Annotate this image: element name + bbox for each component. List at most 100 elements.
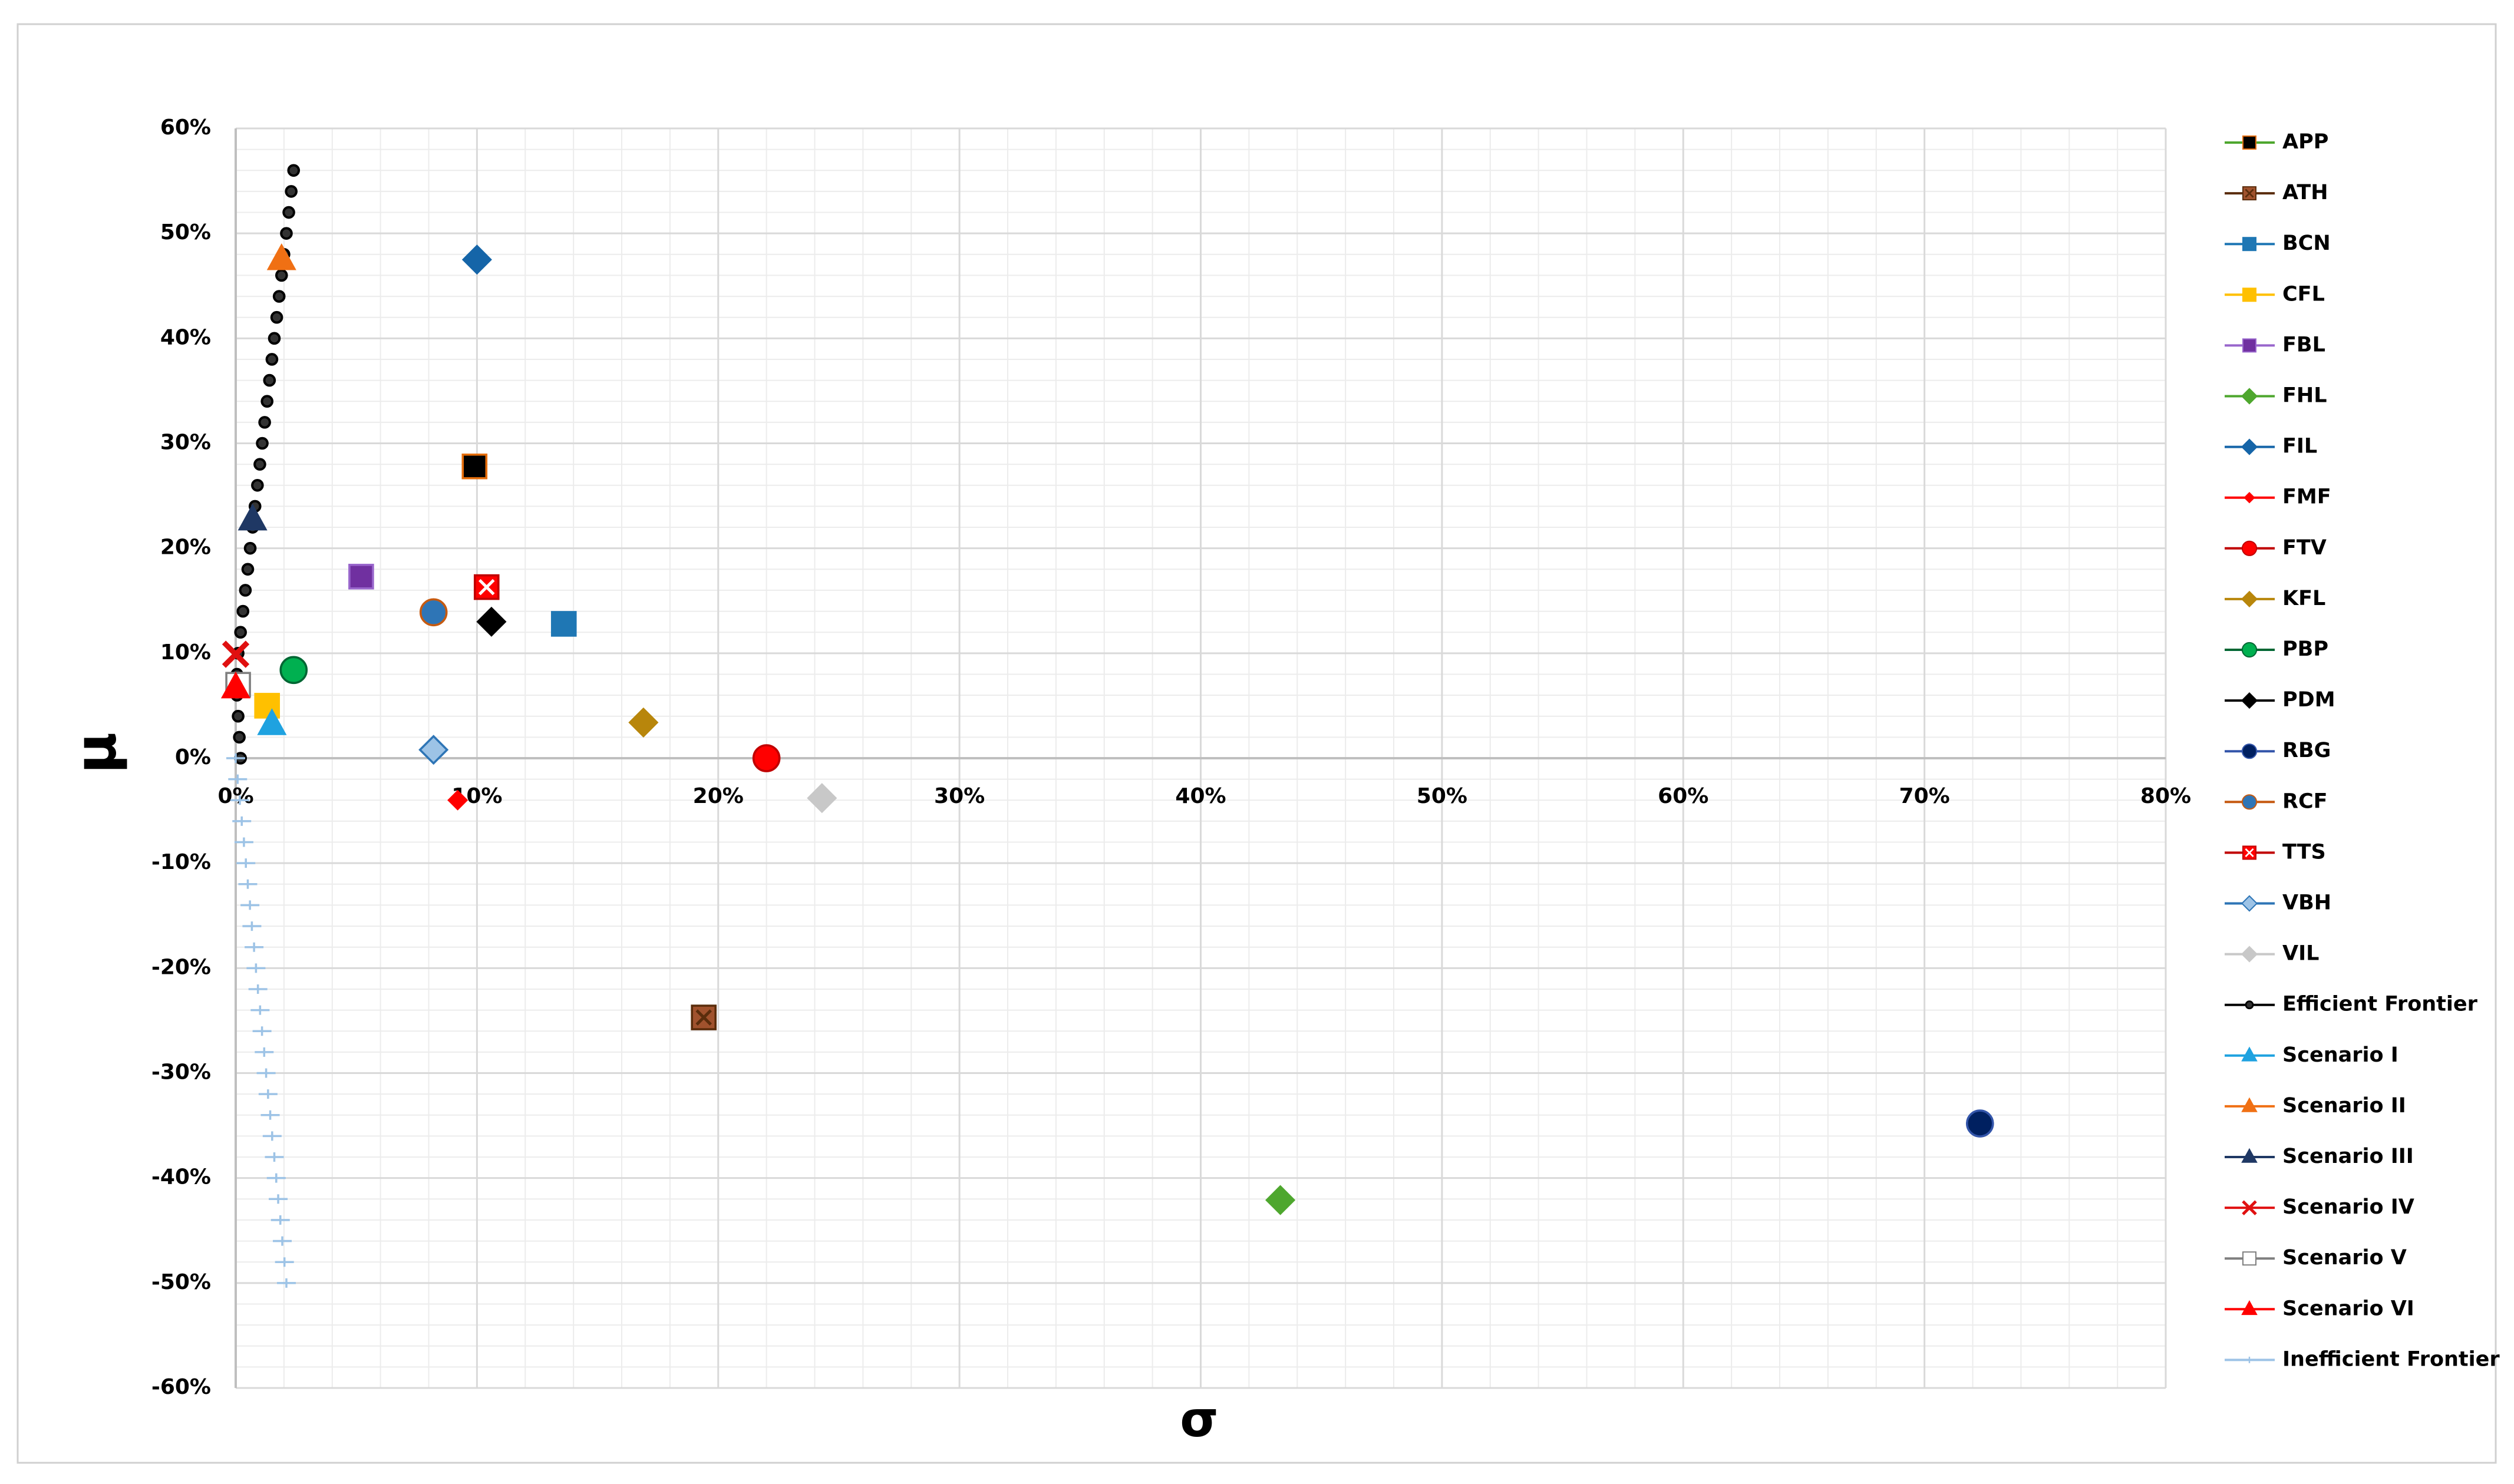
marker <box>236 604 250 618</box>
marker <box>270 310 283 324</box>
plot-area: 0% 10% 20% 30% 40% 50% 60% 70% 80% -60% -50% -40% -3… <box>151 115 2191 1399</box>
marker-cross <box>478 579 495 596</box>
y-tick-label: -10% <box>151 850 211 874</box>
marker <box>2242 1251 2256 1266</box>
marker <box>242 921 262 931</box>
marker <box>220 671 251 699</box>
marker <box>2242 287 2256 302</box>
marker <box>228 774 248 784</box>
marker <box>248 984 268 994</box>
legend-label: Efficient Frontier <box>2282 993 2478 1016</box>
marker <box>268 332 281 345</box>
legend-label: Scenario I <box>2282 1043 2398 1067</box>
y-tick-label: 0% <box>175 745 211 769</box>
marker <box>250 1005 270 1015</box>
marker <box>265 353 279 366</box>
y-tick-label: -60% <box>151 1375 211 1399</box>
x-tick-label: 50% <box>1417 784 1467 808</box>
marker <box>275 1257 294 1267</box>
legend-label: PDM <box>2282 688 2335 712</box>
marker <box>419 598 448 627</box>
marker <box>461 453 488 480</box>
marker <box>1265 1185 1296 1215</box>
marker <box>262 1131 282 1141</box>
legend-label: Scenario III <box>2282 1145 2414 1168</box>
marker <box>628 707 659 738</box>
marker-body <box>2242 338 2256 353</box>
legend-label: FBL <box>2282 333 2325 356</box>
y-tick-label: -20% <box>151 955 211 979</box>
marker <box>270 1215 290 1225</box>
marker-body <box>2242 237 2256 252</box>
x-tick-label: 20% <box>693 784 744 808</box>
marker <box>2241 794 2258 810</box>
marker <box>252 1026 272 1036</box>
y-tick-label: -30% <box>151 1060 211 1085</box>
marker-body <box>254 693 281 719</box>
marker-cross <box>695 1009 712 1026</box>
marker <box>232 816 252 826</box>
x-tick-label: 70% <box>1899 784 1950 808</box>
legend-label: Inefficient Frontier <box>2282 1347 2500 1371</box>
marker <box>251 478 264 492</box>
legend-label: Scenario VI <box>2282 1297 2414 1320</box>
marker <box>752 744 781 772</box>
marker <box>234 837 253 847</box>
marker <box>447 789 469 811</box>
marker <box>2242 338 2256 353</box>
legend-label: RCF <box>2282 789 2328 813</box>
legend-label: Scenario V <box>2282 1246 2407 1270</box>
marker <box>233 731 246 744</box>
marker <box>272 290 286 303</box>
marker <box>237 503 268 531</box>
legend-label: BCN <box>2282 232 2331 255</box>
marker <box>280 227 293 240</box>
marker-body <box>2242 287 2256 302</box>
marker <box>2241 590 2258 607</box>
marker-body <box>348 563 374 590</box>
marker <box>461 244 492 275</box>
marker <box>279 656 308 685</box>
marker <box>234 626 247 639</box>
marker <box>2241 1097 2258 1112</box>
x-tick-label: 0% <box>217 784 253 808</box>
marker <box>222 640 250 668</box>
marker <box>2241 895 2258 912</box>
x-tick-label: 80% <box>2140 784 2191 808</box>
marker <box>2241 1046 2258 1062</box>
marker <box>418 735 449 765</box>
marker <box>238 879 258 889</box>
marker <box>246 963 266 973</box>
y-tick-label: -50% <box>151 1270 211 1294</box>
marker <box>269 1194 288 1204</box>
legend-label: FIL <box>2282 435 2317 458</box>
legend-label: VBH <box>2282 891 2331 915</box>
legend-label: APP <box>2282 130 2328 154</box>
marker <box>476 606 507 637</box>
marker <box>2241 1148 2258 1163</box>
marker <box>1965 1109 1994 1138</box>
marker <box>2241 946 2258 963</box>
marker <box>273 1236 292 1246</box>
x-tick-label: 40% <box>1175 784 1226 808</box>
marker <box>230 795 249 805</box>
marker <box>226 753 245 763</box>
y-tick-label: 60% <box>160 115 211 140</box>
y-tick-label: 50% <box>160 220 211 244</box>
legend-label: RBG <box>2282 739 2331 762</box>
marker <box>257 708 287 735</box>
marker <box>2245 1000 2254 1010</box>
marker <box>2241 692 2258 709</box>
marker <box>255 1047 274 1057</box>
marker <box>285 185 298 198</box>
marker <box>243 541 257 555</box>
y-tick-label: 40% <box>160 325 211 349</box>
grid <box>235 127 2167 1389</box>
marker <box>240 900 260 910</box>
marker <box>282 206 295 219</box>
marker <box>241 563 255 576</box>
legend-label: KFL <box>2282 587 2325 610</box>
marker <box>258 1089 278 1099</box>
marker-body <box>2242 135 2256 150</box>
y-tick-label: 10% <box>160 640 211 665</box>
